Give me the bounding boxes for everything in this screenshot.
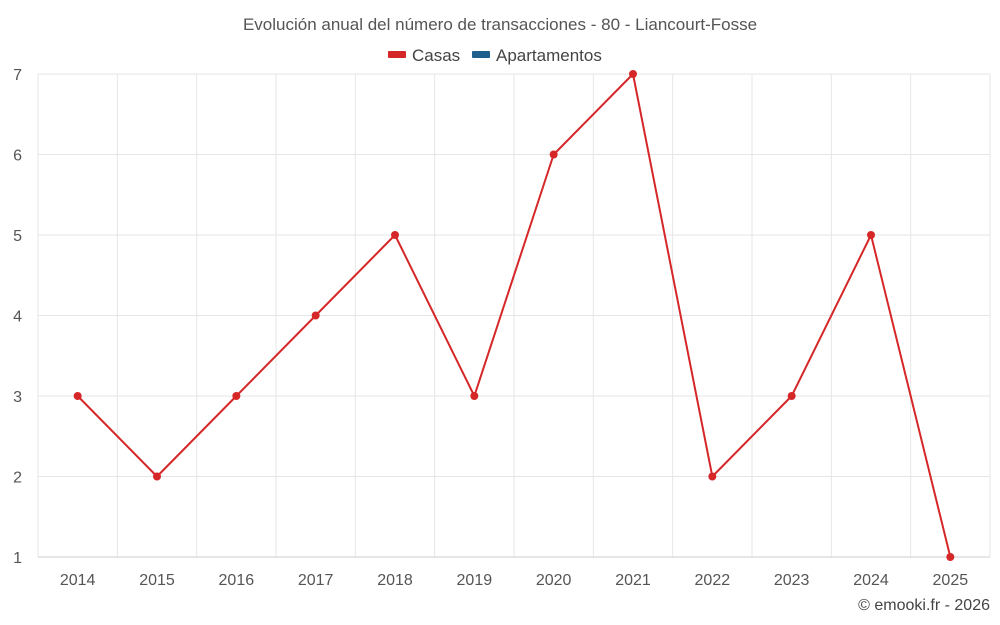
y-tick-label: 3 <box>13 389 22 406</box>
legend-swatch-casas <box>388 51 406 58</box>
data-point[interactable] <box>867 231 875 239</box>
x-tick-label: 2014 <box>60 572 96 589</box>
chart-title: Evolución anual del número de transaccio… <box>243 15 757 34</box>
y-axis: 1 2 3 4 5 6 7 <box>13 67 22 567</box>
data-point[interactable] <box>73 392 82 400</box>
legend-label-casas[interactable]: Casas <box>412 46 460 65</box>
x-tick-label: 2019 <box>457 572 493 589</box>
chart-credit: © emooki.fr - 2026 <box>858 597 990 614</box>
data-point[interactable] <box>470 392 479 400</box>
data-point[interactable] <box>787 392 796 400</box>
x-tick-label: 2015 <box>139 572 175 589</box>
x-tick-label: 2022 <box>695 572 731 589</box>
data-point[interactable] <box>549 150 558 159</box>
legend-swatch-apartamentos <box>472 51 490 58</box>
y-tick-label: 4 <box>13 309 22 326</box>
chart-legend: Casas Apartamentos <box>388 46 602 65</box>
x-tick-label: 2024 <box>853 572 889 589</box>
x-tick-label: 2023 <box>774 572 810 589</box>
data-point[interactable] <box>708 472 717 481</box>
data-point[interactable] <box>391 231 399 239</box>
data-point[interactable] <box>629 70 637 78</box>
x-tick-label: 2017 <box>298 572 334 589</box>
chart-series <box>73 70 955 561</box>
y-tick-label: 6 <box>13 148 22 165</box>
y-tick-label: 1 <box>13 550 22 567</box>
x-tick-label: 2016 <box>219 572 255 589</box>
data-point[interactable] <box>153 472 161 481</box>
chart-grid <box>37 73 991 558</box>
y-tick-label: 5 <box>13 228 22 245</box>
series-line-casas <box>76 73 952 558</box>
x-tick-label: 2018 <box>377 572 413 589</box>
x-tick-label: 2025 <box>933 572 969 589</box>
x-tick-label: 2020 <box>536 572 572 589</box>
y-tick-label: 7 <box>13 67 22 84</box>
x-tick-label: 2021 <box>615 572 651 589</box>
x-axis: 2014 2015 2016 2017 2018 2019 2020 2021 2022 2023… <box>60 572 968 589</box>
data-point[interactable] <box>311 311 320 320</box>
data-point[interactable] <box>946 553 955 561</box>
data-point[interactable] <box>232 392 241 400</box>
y-tick-label: 2 <box>13 470 22 487</box>
legend-label-apartamentos[interactable]: Apartamentos <box>496 46 602 65</box>
